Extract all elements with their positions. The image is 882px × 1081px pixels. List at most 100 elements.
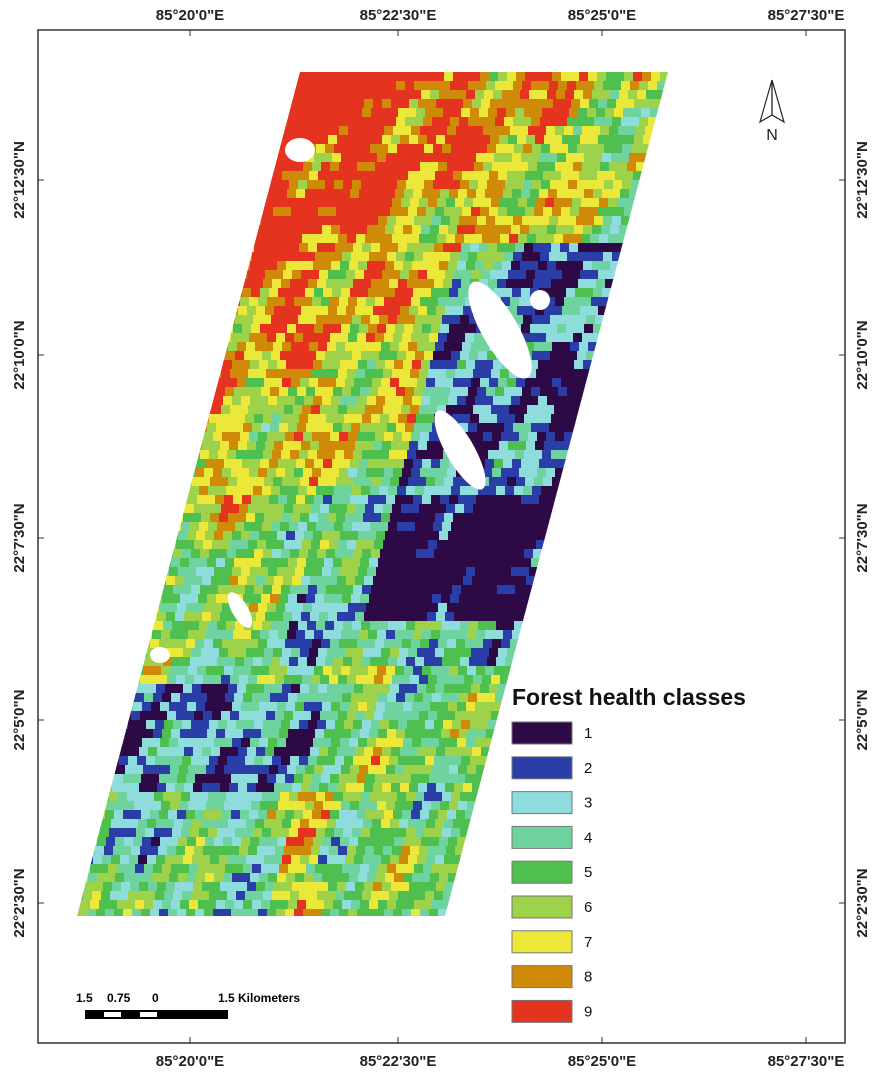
raster-cell — [298, 180, 308, 190]
raster-cell — [448, 360, 458, 370]
raster-cell — [429, 297, 439, 307]
raster-cell — [154, 621, 164, 631]
raster-cell — [230, 504, 240, 514]
raster-cell — [376, 396, 386, 406]
raster-cell — [286, 396, 296, 406]
raster-cell — [391, 882, 401, 892]
raster-cell — [124, 873, 134, 883]
raster-cell — [319, 441, 329, 451]
raster-cell — [480, 648, 490, 658]
raster-cell — [260, 630, 270, 640]
raster-cell — [295, 738, 305, 748]
raster-cell — [508, 99, 518, 109]
raster-cell — [187, 873, 197, 883]
raster-cell — [502, 396, 512, 406]
raster-cell — [267, 468, 277, 478]
raster-cell — [346, 612, 356, 622]
raster-cell — [350, 153, 360, 163]
raster-cell — [152, 801, 162, 811]
raster-cell — [483, 126, 493, 136]
raster-cell — [368, 666, 378, 676]
raster-cell — [281, 549, 291, 559]
raster-cell — [526, 270, 536, 280]
raster-cell — [406, 792, 416, 802]
raster-cell — [563, 405, 573, 415]
raster-cell — [247, 576, 257, 586]
raster-cell — [223, 837, 233, 847]
raster-cell — [300, 342, 310, 352]
raster-cell — [509, 405, 519, 415]
raster-cell — [518, 234, 528, 244]
raster-cell — [312, 468, 322, 478]
raster-cell — [217, 522, 227, 532]
raster-cell — [345, 684, 355, 694]
raster-cell — [375, 297, 385, 307]
raster-cell — [463, 747, 473, 757]
raster-cell — [485, 666, 495, 676]
raster-cell — [367, 531, 377, 541]
raster-cell — [627, 162, 637, 172]
raster-cell — [447, 774, 457, 784]
raster-cell — [223, 738, 233, 748]
raster-cell — [276, 297, 286, 307]
raster-cell — [188, 666, 198, 676]
raster-cell — [556, 360, 566, 370]
legend-label: 2 — [584, 760, 592, 777]
raster-cell — [587, 243, 597, 253]
raster-cell — [291, 342, 301, 352]
raster-cell — [294, 603, 304, 613]
raster-cell — [169, 738, 179, 748]
raster-cell — [456, 603, 466, 613]
raster-cell — [202, 882, 212, 892]
raster-cell — [418, 306, 428, 316]
raster-cell — [623, 108, 633, 118]
raster-cell — [354, 171, 364, 181]
raster-cell — [348, 603, 358, 613]
raster-cell — [125, 765, 135, 775]
raster-cell — [258, 468, 268, 478]
raster-cell — [435, 477, 445, 487]
raster-cell — [315, 693, 325, 703]
raster-cell — [423, 729, 433, 739]
raster-cell — [541, 351, 551, 361]
raster-cell — [405, 729, 415, 739]
raster-cell — [387, 117, 397, 127]
raster-cell — [498, 378, 508, 388]
raster-cell — [475, 261, 485, 271]
raster-cell — [488, 243, 498, 253]
raster-cell — [310, 441, 320, 451]
raster-cell — [153, 693, 163, 703]
raster-cell — [393, 603, 403, 613]
raster-cell — [364, 576, 374, 586]
raster-cell — [511, 531, 521, 541]
raster-cell — [454, 99, 464, 109]
raster-cell — [183, 684, 193, 694]
raster-cell — [525, 207, 535, 217]
raster-cell — [468, 423, 478, 433]
raster-cell — [343, 315, 353, 325]
raster-cell — [380, 891, 390, 901]
raster-cell — [568, 180, 578, 190]
raster-cell — [190, 657, 200, 667]
raster-cell — [297, 900, 307, 910]
raster-cell — [476, 495, 486, 505]
raster-cell — [459, 387, 469, 397]
raster-cell — [362, 279, 372, 289]
raster-cell — [570, 342, 580, 352]
raster-cell — [444, 855, 454, 865]
raster-cell — [295, 531, 305, 541]
raster-cell — [564, 162, 574, 172]
raster-cell — [304, 360, 314, 370]
raster-cell — [264, 378, 274, 388]
raster-cell — [323, 801, 333, 811]
raster-cell — [489, 378, 499, 388]
raster-cell — [438, 774, 448, 784]
raster-cell — [377, 495, 387, 505]
raster-cell — [318, 855, 328, 865]
raster-cell — [522, 387, 532, 397]
raster-cell — [481, 441, 491, 451]
raster-cell — [290, 756, 300, 766]
raster-cell — [386, 153, 396, 163]
raster-cell — [427, 306, 437, 316]
raster-cell — [204, 639, 214, 649]
